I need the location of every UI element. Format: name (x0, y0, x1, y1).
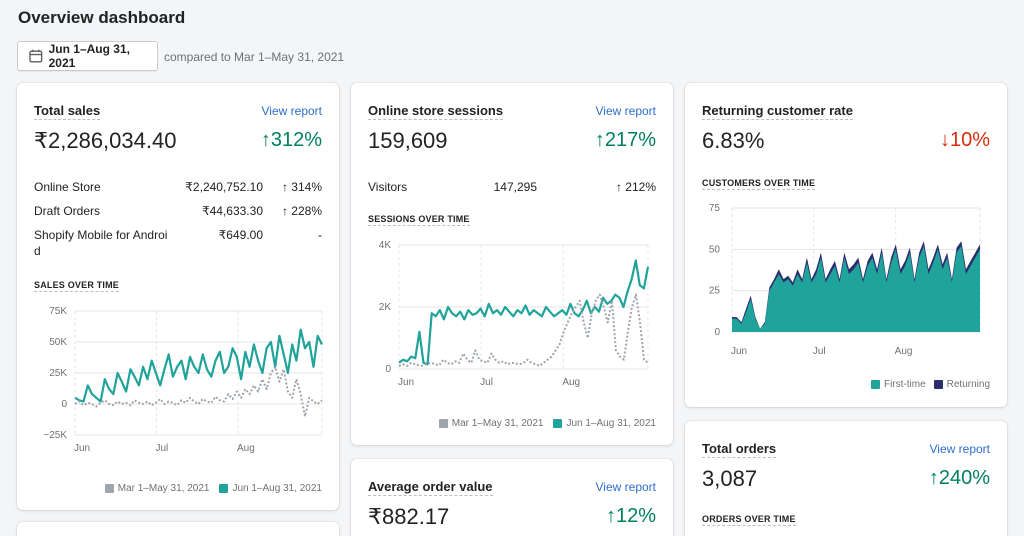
y-tick-label: −25K (43, 430, 67, 441)
sessions-view-report-link[interactable]: View report (595, 104, 656, 118)
arrow-up-icon: ↑ (260, 129, 271, 151)
x-tick-label: Jul (156, 443, 169, 454)
legend-swatch-previous (438, 419, 448, 428)
row-online-store-change: ↑ 314% (281, 180, 322, 194)
orders-change: ↑240% (928, 467, 990, 489)
legend-swatch-previous (104, 484, 114, 493)
legend-swatch-returning (933, 380, 943, 389)
calendar-icon (29, 49, 43, 63)
legend-label-previous: Mar 1–May 31, 2021 (451, 418, 544, 429)
total-sales-change: ↑312% (260, 129, 322, 151)
sessions-chart: 4K 2K 0 Jun Jul Aug (379, 240, 650, 388)
y-tick-label: 0 (714, 327, 720, 338)
arrow-up-icon: ↑ (281, 180, 292, 194)
orders-view-report-link[interactable]: View report (929, 442, 990, 456)
legend-label-first-time: First-time (883, 379, 926, 390)
arrow-up-icon: ↑ (928, 467, 939, 489)
total-orders-card: Total orders View report 3,087 ↑240% ORD… (685, 421, 1007, 536)
online-store-sessions-card: Online store sessions View report 159,60… (351, 83, 673, 445)
y-tick-label: 2K (379, 302, 392, 313)
series-previous-line (398, 293, 649, 367)
y-tick-label: 50 (709, 244, 721, 255)
legend-label-previous: Mar 1–May 31, 2021 (117, 483, 210, 494)
sessions-value: 159,609 (368, 128, 448, 153)
y-tick-label: 0 (385, 364, 391, 375)
orders-value: 3,087 (702, 466, 758, 491)
sessions-chart-title: SESSIONS OVER TIME (368, 214, 470, 226)
row-shopify-mobile-label: Shopify Mobile for Androi (34, 228, 168, 242)
legend-swatch-current (553, 419, 563, 428)
average-order-value-card: Average order value View report ₹882.17 … (351, 459, 673, 536)
customers-chart-title: CUSTOMERS OVER TIME (702, 178, 816, 190)
date-range-button[interactable]: Jun 1–Aug 31, 2021 (17, 41, 158, 71)
y-tick-label: 4K (379, 240, 392, 251)
customers-chart: 75 50 25 0 Jun Jul Aug (709, 203, 981, 357)
row-online-store-label: Online Store (34, 180, 101, 194)
series-first-time-area (732, 246, 980, 332)
arrow-up-icon: ↑ (594, 129, 605, 151)
returning-change: ↓10% (939, 129, 990, 151)
returning-customer-rate-card: Returning customer rate 6.83% ↓10% CUSTO… (685, 83, 1007, 407)
sales-chart: 75K 50K 25K 0 −25K Jun Jul Aug (43, 306, 323, 454)
aov-title[interactable]: Average order value (368, 479, 493, 496)
row-draft-orders-label: Draft Orders (34, 204, 101, 218)
arrow-up-icon: ↑ (615, 180, 626, 194)
sales-legend: Mar 1–May 31, 2021 Jun 1–Aug 31, 2021 (104, 483, 322, 494)
sessions-legend: Mar 1–May 31, 2021 Jun 1–Aug 31, 2021 (438, 418, 656, 429)
row-shopify-mobile-label-wrap: d (34, 244, 41, 258)
arrow-down-icon: ↓ (939, 129, 950, 151)
y-tick-label: 50K (49, 337, 67, 348)
series-previous-line (74, 365, 323, 418)
legend-swatch-first-time (870, 380, 880, 389)
x-tick-label: Aug (237, 443, 255, 454)
visitors-change: ↑ 212% (615, 180, 656, 194)
y-tick-label: 75 (709, 203, 721, 214)
x-tick-label: Jun (731, 346, 747, 357)
arrow-up-icon: ↑ (281, 204, 292, 218)
row-shopify-mobile-change: - (318, 228, 322, 242)
legend-swatch-current (219, 484, 229, 493)
x-tick-label: Aug (895, 346, 913, 357)
x-tick-label: Jun (398, 377, 414, 388)
orders-chart-title: ORDERS OVER TIME (702, 514, 796, 526)
legend-label-current: Jun 1–Aug 31, 2021 (566, 418, 656, 429)
y-tick-label: 75K (49, 306, 67, 317)
customers-legend: First-time Returning (870, 379, 990, 390)
sales-chart-title: SALES OVER TIME (34, 280, 120, 292)
row-draft-orders-change: ↑ 228% (281, 204, 322, 218)
comparison-label: compared to Mar 1–May 31, 2021 (164, 50, 345, 64)
visitors-value: 147,295 (493, 180, 537, 194)
y-tick-label: 25K (49, 368, 67, 379)
orders-title[interactable]: Total orders (702, 441, 777, 458)
date-range-label: Jun 1–Aug 31, 2021 (48, 42, 130, 70)
total-sales-value: ₹2,286,034.40 (34, 128, 177, 153)
x-tick-label: Jul (813, 346, 826, 357)
x-tick-label: Aug (562, 377, 580, 388)
row-shopify-mobile-value: ₹649.00 (218, 228, 263, 242)
series-current-line (398, 259, 650, 366)
x-tick-label: Jun (74, 443, 90, 454)
page-title: Overview dashboard (18, 8, 186, 27)
visitors-label: Visitors (368, 180, 408, 194)
returning-title[interactable]: Returning customer rate (702, 103, 853, 120)
series-current-line (74, 328, 323, 403)
arrow-up-icon: ↑ (605, 505, 616, 527)
y-tick-label: 0 (61, 399, 67, 410)
aov-view-report-link[interactable]: View report (595, 480, 656, 494)
total-sales-title[interactable]: Total sales (34, 103, 101, 120)
x-tick-label: Jul (480, 377, 493, 388)
total-sales-view-report-link[interactable]: View report (261, 104, 322, 118)
aov-change: ↑12% (605, 505, 656, 527)
bottom-left-card (17, 522, 339, 536)
row-online-store-value: ₹2,240,752.10 (185, 180, 263, 194)
legend-label-returning: Returning (946, 379, 990, 390)
returning-value: 6.83% (702, 128, 765, 153)
total-sales-card: Total sales View report ₹2,286,034.40 ↑3… (17, 83, 339, 510)
legend-label-current: Jun 1–Aug 31, 2021 (232, 483, 322, 494)
row-draft-orders-value: ₹44,633.30 (201, 204, 263, 218)
y-tick-label: 25 (709, 286, 721, 297)
sessions-change: ↑217% (594, 129, 656, 151)
aov-value: ₹882.17 (368, 504, 450, 529)
sessions-title[interactable]: Online store sessions (368, 103, 504, 120)
